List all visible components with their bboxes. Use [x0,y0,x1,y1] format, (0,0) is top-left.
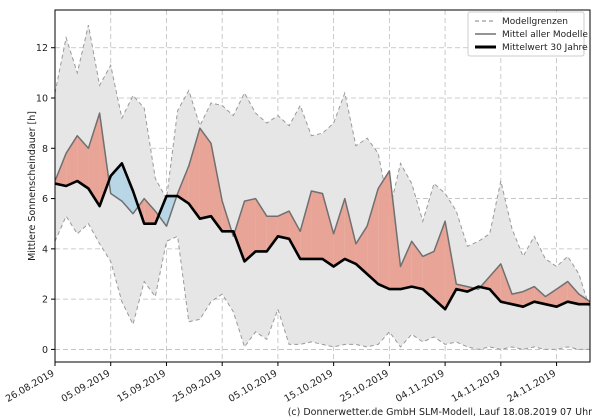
above-climatology-fill [199,128,211,219]
climatology-line [55,162,590,311]
y-tick-label: 6 [42,194,48,205]
model-range-lower [55,215,590,350]
above-climatology-fill [445,221,457,310]
x-axis-ticks: 26.08.2019 05.09.2019 15.09.2019 25.09.2019… [4,362,558,405]
above-climatology-fill [534,286,546,305]
above-climatology-fill [500,263,512,305]
above-climatology-fill [434,221,446,310]
x-tick-label: 04.11.2019 [394,368,447,405]
y-tick-label: 2 [42,295,48,306]
y-axis-label: Mittlere Sonnenscheindauer [h] [27,111,38,261]
x-tick-label: 05.10.2019 [227,368,280,405]
y-tick-label: 12 [36,43,48,54]
copyright-footer: (c) Donnerwetter.de GmbH SLM-Modell, Lau… [288,407,592,418]
x-tick-label: 25.10.2019 [338,368,391,405]
legend-box [467,11,585,57]
legend-label-climatology: Mittelwert 30 Jahre [502,43,588,53]
series-lines [55,112,590,311]
above-climatology-fill [311,191,323,259]
above-climatology-fill [244,198,256,262]
above-climatology-fill [88,113,100,207]
y-tick-label: 4 [42,244,48,255]
legend: Modellgrenzen Mittel aller Modelle Mitte… [467,11,588,57]
above-climatology-fill [322,193,334,267]
above-climatology-fill [300,191,312,259]
y-tick-label: 0 [42,345,48,356]
model-range-band [55,24,590,350]
above-climatology-fill [512,291,524,307]
y-axis-ticks: 0 2 4 6 8 10 12 [36,43,55,356]
above-climatology-fill [400,241,412,290]
above-climatology-fill [255,198,267,252]
above-climatology-fill [344,198,356,264]
above-climatology-fill [289,211,301,259]
y-tick-label: 10 [36,94,48,105]
above-climatology-fill [77,135,89,189]
above-climatology-fill [234,201,245,262]
above-climatology-fill [367,188,379,285]
above-climatology-fill [333,198,345,267]
above-climatology-fill [211,143,223,232]
plot-frame [54,9,591,363]
above-climatology-fill [355,226,368,274]
above-climatology-fill [277,211,290,239]
above-climatology-fill [188,128,200,219]
above-climatology-fill [177,165,189,204]
above-climatology-fill [266,216,278,252]
legend-label-model-range: Modellgrenzen [502,17,568,27]
above-climatology-fill [567,281,579,305]
x-tick-label: 15.10.2019 [283,368,336,405]
above-climatology-fill [66,135,78,186]
x-tick-label: 15.09.2019 [115,368,168,405]
x-tick-label: 25.09.2019 [171,368,224,405]
x-tick-label: 05.09.2019 [60,368,113,405]
legend-label-model-mean: Mittel aller Modelle [502,30,588,40]
above-climatology-fill [422,251,434,300]
x-tick-label: 14.11.2019 [450,368,503,405]
above-climatology-fill [144,198,156,224]
below-climatology-fill [121,163,133,214]
above-climatology-fill [378,170,390,290]
x-tick-label: 24.11.2019 [505,368,558,405]
model-mean-line [55,112,590,303]
y-tick-label: 8 [42,144,48,155]
above-climatology-fill [99,113,109,207]
model-range-upper [55,24,590,310]
x-tick-label: 26.08.2019 [4,368,57,405]
model-range-area [55,25,590,350]
above-climatology-fill [545,289,557,307]
